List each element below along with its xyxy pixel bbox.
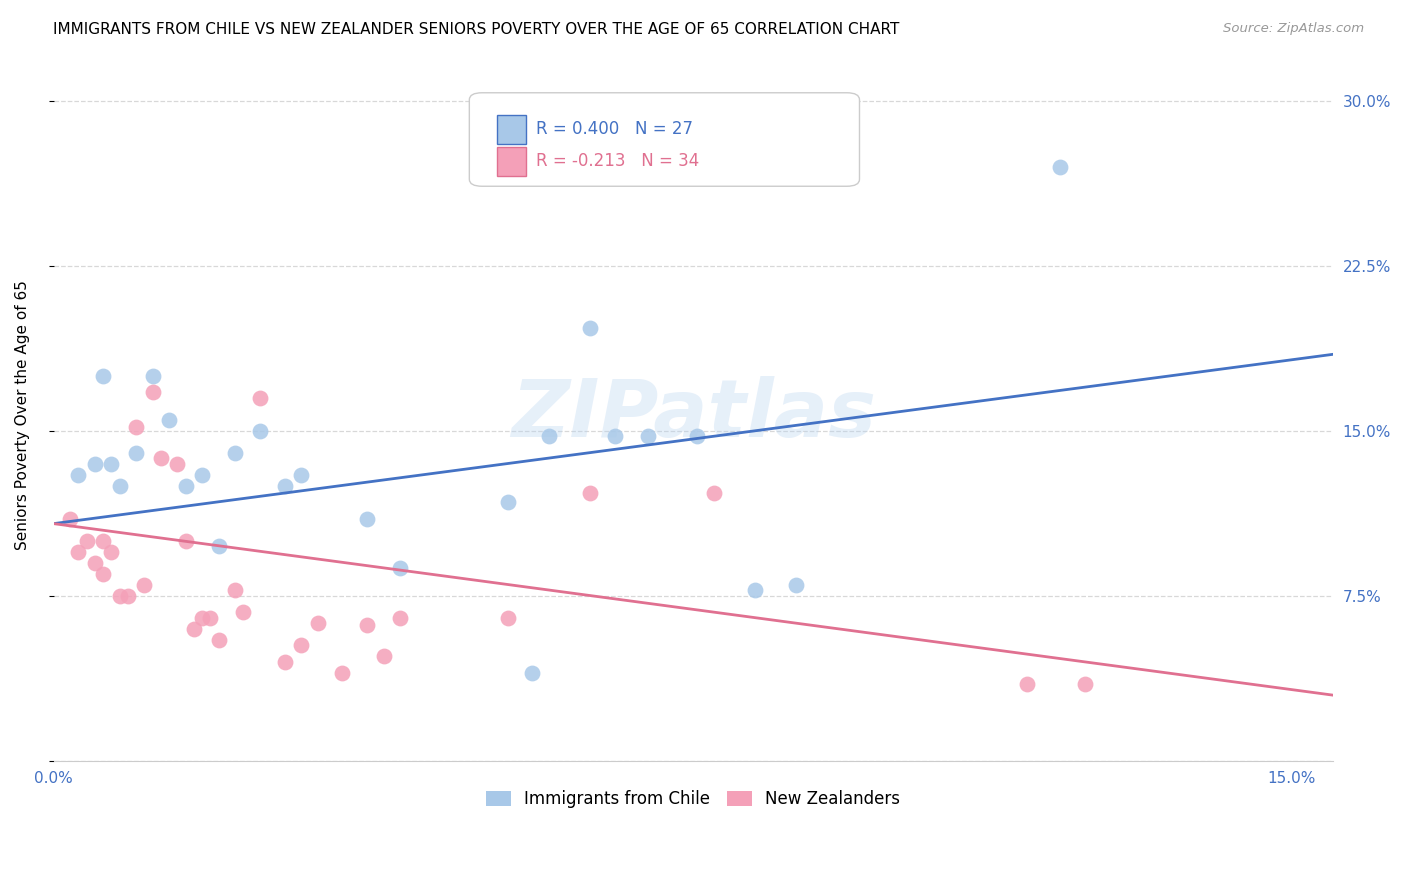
Point — [91, 534, 114, 549]
Point — [249, 392, 271, 406]
Point — [108, 589, 131, 603]
Point — [537, 428, 560, 442]
Point — [273, 479, 295, 493]
Point — [1049, 161, 1071, 175]
Point — [83, 556, 105, 570]
Point — [307, 615, 329, 630]
Point — [496, 611, 519, 625]
Point — [67, 545, 90, 559]
Point — [496, 494, 519, 508]
Point — [1017, 677, 1039, 691]
Bar — [498, 115, 526, 144]
Point — [191, 468, 214, 483]
Text: ZIPatlas: ZIPatlas — [510, 376, 876, 454]
Point — [356, 512, 378, 526]
Point — [91, 369, 114, 384]
Point — [117, 589, 139, 603]
Point — [108, 479, 131, 493]
Point — [67, 468, 90, 483]
Point — [389, 611, 412, 625]
Point — [224, 582, 246, 597]
Point — [166, 457, 188, 471]
Text: R = 0.400   N = 27: R = 0.400 N = 27 — [536, 120, 693, 138]
Point — [149, 450, 172, 465]
Point — [232, 605, 254, 619]
Point — [273, 655, 295, 669]
Point — [183, 622, 205, 636]
Point — [637, 428, 659, 442]
Point — [290, 468, 312, 483]
Point — [125, 446, 148, 460]
Point — [686, 428, 709, 442]
Point — [356, 617, 378, 632]
Point — [142, 369, 165, 384]
Point — [522, 666, 544, 681]
Point — [1074, 677, 1097, 691]
Text: Source: ZipAtlas.com: Source: ZipAtlas.com — [1223, 22, 1364, 36]
Point — [290, 638, 312, 652]
Legend: Immigrants from Chile, New Zealanders: Immigrants from Chile, New Zealanders — [479, 784, 907, 815]
Point — [191, 611, 214, 625]
Point — [208, 539, 231, 553]
FancyBboxPatch shape — [470, 93, 859, 186]
Bar — [498, 147, 526, 176]
Point — [579, 486, 602, 500]
Point — [785, 578, 807, 592]
Text: R = -0.213   N = 34: R = -0.213 N = 34 — [536, 153, 699, 170]
Point — [100, 457, 122, 471]
Point — [91, 567, 114, 582]
Y-axis label: Seniors Poverty Over the Age of 65: Seniors Poverty Over the Age of 65 — [15, 280, 30, 549]
Point — [174, 479, 197, 493]
Point — [200, 611, 222, 625]
Point — [59, 512, 82, 526]
Point — [389, 560, 412, 574]
Point — [208, 633, 231, 648]
Point — [142, 384, 165, 399]
Point — [373, 648, 395, 663]
Text: IMMIGRANTS FROM CHILE VS NEW ZEALANDER SENIORS POVERTY OVER THE AGE OF 65 CORREL: IMMIGRANTS FROM CHILE VS NEW ZEALANDER S… — [53, 22, 900, 37]
Point — [603, 428, 626, 442]
Point — [332, 666, 354, 681]
Point — [744, 582, 766, 597]
Point — [157, 413, 180, 427]
Point — [224, 446, 246, 460]
Point — [83, 457, 105, 471]
Point — [76, 534, 98, 549]
Point — [174, 534, 197, 549]
Point — [100, 545, 122, 559]
Point — [703, 486, 725, 500]
Point — [134, 578, 156, 592]
Point — [249, 425, 271, 439]
Point — [125, 420, 148, 434]
Point — [579, 321, 602, 335]
